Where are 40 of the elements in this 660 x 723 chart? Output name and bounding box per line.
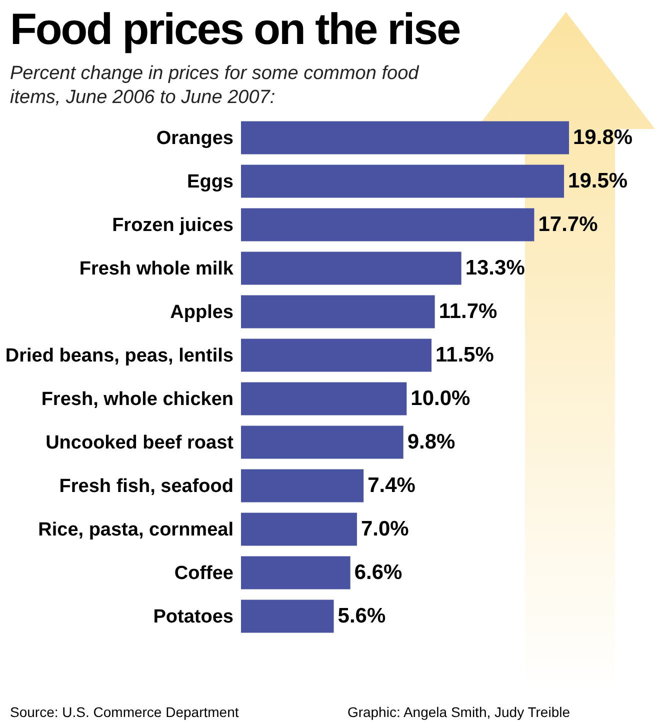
y-tick-label: Uncooked beef roast xyxy=(46,432,234,454)
data-label: 7.4% xyxy=(368,474,416,497)
bar xyxy=(241,426,404,459)
y-tick-label: Potatoes xyxy=(153,606,234,628)
bar xyxy=(241,512,357,546)
y-tick-label: Apples xyxy=(170,302,234,323)
y-tick-label: Fresh whole milk xyxy=(79,258,234,280)
data-label: 11.5% xyxy=(436,343,494,366)
bar xyxy=(241,164,564,198)
y-tick-label: Coffee xyxy=(174,562,234,584)
bar xyxy=(241,252,462,285)
y-tick-label: Oranges xyxy=(156,128,234,149)
bar xyxy=(241,600,334,633)
chart-title: Food prices on the rise xyxy=(10,4,461,56)
y-tick-label: Rice, pasta, cornmeal xyxy=(38,519,234,540)
chart-subtitle: Percent change in prices for some common food items, June 2006 to June 2007: xyxy=(10,62,420,110)
data-label: 17.7% xyxy=(538,212,598,236)
data-label: 9.8% xyxy=(407,430,456,454)
bar xyxy=(241,295,435,328)
data-label: 5.6% xyxy=(338,604,386,628)
y-tick-label: Dried beans, peas, lentils xyxy=(5,345,234,366)
data-label: 6.6% xyxy=(354,560,403,584)
source-note: Source: U.S. Commerce Department xyxy=(10,704,239,720)
data-label: 10.0% xyxy=(410,386,471,410)
y-tick-label: Frozen juices xyxy=(112,214,234,236)
y-tick-label: Eggs xyxy=(187,171,234,192)
bar xyxy=(241,208,534,242)
bar xyxy=(241,121,569,154)
bar xyxy=(241,556,350,590)
data-label: 11.7% xyxy=(438,300,498,323)
data-label: 19.5% xyxy=(568,169,628,192)
bar xyxy=(241,469,364,502)
data-label: 13.3% xyxy=(465,256,526,280)
text: Graphic: Angela Smith, Judy Treible xyxy=(347,704,570,720)
bar xyxy=(241,338,432,372)
y-tick-label: Fresh, whole chicken xyxy=(41,388,234,410)
bar xyxy=(241,382,407,416)
y-tick-label: Fresh fish, seafood xyxy=(59,476,234,497)
data-label: 7.0% xyxy=(360,517,410,540)
data-label: 19.8% xyxy=(573,126,633,149)
